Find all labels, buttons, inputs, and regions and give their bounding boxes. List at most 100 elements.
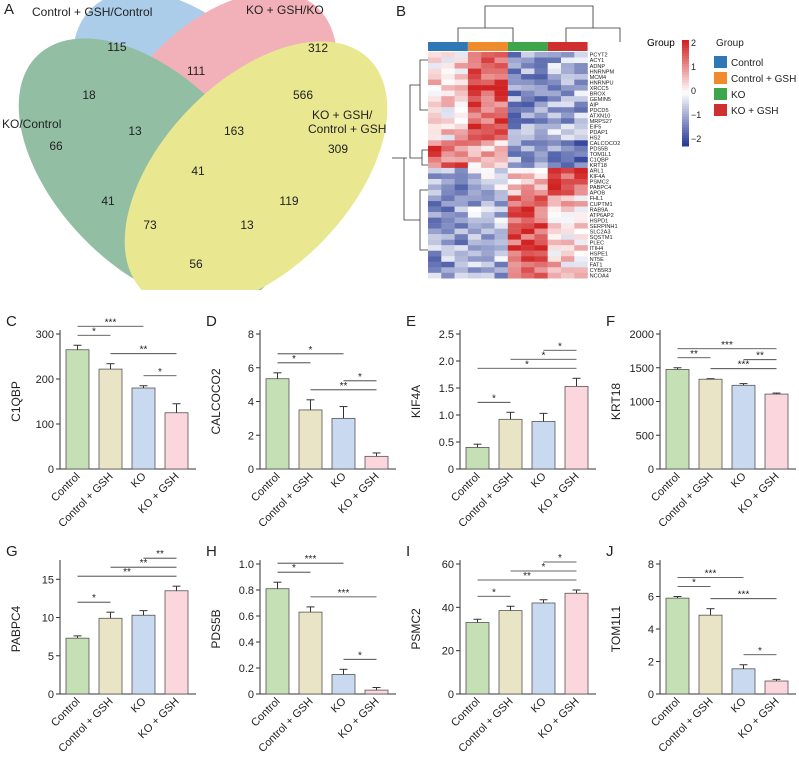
heatmap-cell [428, 101, 442, 108]
heatmap-cell [521, 250, 535, 257]
heatmap-cell [454, 190, 469, 196]
heatmap-cell [454, 123, 469, 130]
bar-ko [131, 614, 156, 695]
y-tick-label: 2.5 [439, 329, 454, 341]
significance-label: ** [523, 571, 531, 582]
heatmap-cell [454, 74, 469, 80]
heatmap-cell [534, 101, 548, 108]
color-scale-step [682, 122, 689, 126]
color-scale-step [682, 85, 689, 89]
venn-label-ko-gsh-control-gsh-line2: Control + GSH [308, 122, 386, 136]
heatmap-cell [454, 206, 469, 213]
heatmap-cell [481, 129, 495, 135]
heatmap-cell [454, 52, 469, 58]
bar-control [265, 378, 290, 470]
heatmap-cell [547, 112, 562, 119]
heatmap-cell [454, 245, 469, 251]
heatmap-cell [574, 140, 588, 147]
heatmap-cell [547, 178, 562, 185]
heatmap-cell [454, 134, 469, 141]
heatmap-cell [521, 173, 535, 180]
heatmap-cell [494, 90, 508, 97]
heatmap-cell [561, 107, 575, 113]
y-tick-label: 1.0 [439, 410, 454, 422]
heatmap-cell [534, 206, 548, 213]
heatmap-cell [494, 272, 508, 279]
gene-label: SLC2A3 [590, 229, 611, 235]
heatmap-cell [481, 184, 495, 191]
heatmap-cell [534, 212, 548, 218]
heatmap-cell [507, 145, 522, 152]
heatmap-cell [481, 101, 495, 108]
legend-label: KO [731, 90, 746, 101]
group-bar-segment [428, 42, 468, 51]
heatmap-cell [441, 101, 455, 108]
bar-control [665, 369, 690, 470]
heatmap-cell [428, 217, 442, 224]
heatmap-cell [454, 261, 469, 268]
heatmap-cell [561, 256, 575, 262]
group-bar-segment [507, 42, 548, 51]
heatmap-cell [494, 217, 508, 224]
bar-ko [531, 421, 556, 470]
bar-ko [731, 668, 756, 695]
heatmap-cell [507, 228, 522, 235]
gene-label: BROX [590, 91, 606, 97]
venn-label-ko-control: KO/Control [2, 117, 61, 131]
heatmap-cell [574, 52, 588, 58]
x-category-label: KO [529, 470, 549, 490]
column-dendrogram [457, 5, 621, 42]
heatmap-cell [534, 178, 548, 185]
group-bar-segment [467, 42, 508, 51]
bar-ko [331, 417, 356, 470]
heatmap-cell [481, 107, 495, 113]
gene-label: MCM4 [590, 75, 606, 81]
heatmap-cell [441, 74, 455, 80]
heatmap-cell [561, 173, 575, 180]
heatmap-cell [441, 52, 455, 58]
heatmap-cell [521, 267, 535, 273]
heatmap-cell [494, 145, 508, 152]
heatmap-cell [507, 96, 522, 102]
heatmap-cell [481, 212, 495, 218]
heatmap-cell [521, 129, 535, 135]
heatmap-cell [534, 112, 548, 119]
heatmap-cell [547, 212, 562, 218]
heatmap-cell [507, 239, 522, 246]
heatmap-cell [481, 118, 495, 124]
heatmap-cell [521, 118, 535, 124]
significance-label: * [542, 350, 546, 361]
heatmap-cell [454, 101, 469, 108]
y-tick-label: 8 [248, 329, 254, 341]
heatmap-cell [494, 118, 508, 124]
y-axis-label: C1QBP [9, 381, 23, 422]
heatmap-cell [521, 217, 535, 224]
heatmap-cell [441, 79, 455, 86]
heatmap-cell [521, 79, 535, 86]
x-category-label: KO [729, 695, 749, 715]
gene-label: PDS5B [590, 147, 609, 153]
heatmap-cell [467, 57, 482, 64]
heatmap-cell [507, 167, 522, 174]
heatmap-cell [454, 201, 469, 207]
gene-label: NCOA4 [590, 274, 609, 280]
heatmap-cell [494, 140, 508, 147]
color-scale-step [682, 114, 689, 118]
heatmap-cell [428, 74, 442, 80]
heatmap-cell [467, 245, 482, 251]
heatmap-cell [467, 129, 482, 135]
heatmap-cell [534, 167, 548, 174]
heatmap-cell [521, 96, 535, 102]
heatmap-cell [574, 184, 588, 191]
heatmap-cell [494, 79, 508, 86]
heatmap-cell [534, 184, 548, 191]
y-tick-label: 1.0 [239, 559, 254, 571]
heatmap-cell [507, 184, 522, 191]
heatmap-cell [521, 245, 535, 251]
color-scale-step [682, 50, 689, 54]
bar-control-gsh [698, 614, 723, 695]
heatmap-cell [507, 68, 522, 75]
